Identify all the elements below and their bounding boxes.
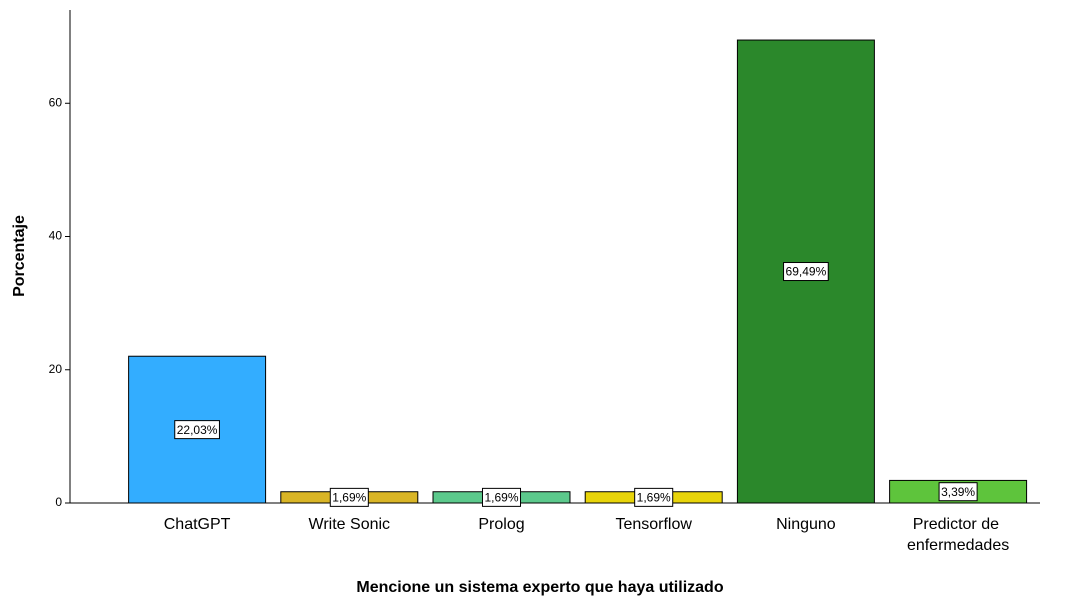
y-axis-title: Porcentaje (11, 215, 28, 297)
value-label: 1,69% (484, 491, 518, 505)
x-axis-title: Mencione un sistema experto que haya uti… (356, 579, 723, 596)
value-label-box (329, 487, 369, 507)
value-label-box (481, 487, 522, 507)
y-tick-label: 40 (49, 229, 63, 243)
x-tick-label-line: enfermedades (907, 537, 1009, 554)
value-label: 1,69% (637, 491, 671, 505)
value-label: 69,49% (786, 265, 827, 279)
bar (128, 355, 267, 504)
y-tick-label: 60 (49, 95, 63, 109)
x-tick-label: Ninguno (776, 516, 836, 533)
value-label-box (174, 420, 220, 440)
value-label-box (634, 487, 674, 507)
value-label: 1,69% (332, 491, 366, 505)
value-label: 3,39% (941, 485, 975, 499)
x-tick-label: Prolog (478, 516, 524, 533)
y-tick-label: 0 (55, 495, 62, 509)
x-tick-label: ChatGPT (164, 516, 231, 533)
x-tick-label: Tensorflow (615, 516, 692, 533)
x-tick-label: Write Sonic (309, 516, 391, 533)
value-label: 22,03% (177, 423, 218, 437)
x-tick-label-line: Predictor de (913, 516, 1004, 533)
y-tick-label: 20 (49, 362, 63, 376)
value-label-box (783, 262, 829, 282)
x-tick-label: Predictor de enfermedades (907, 516, 1009, 554)
value-label-box (938, 482, 978, 502)
